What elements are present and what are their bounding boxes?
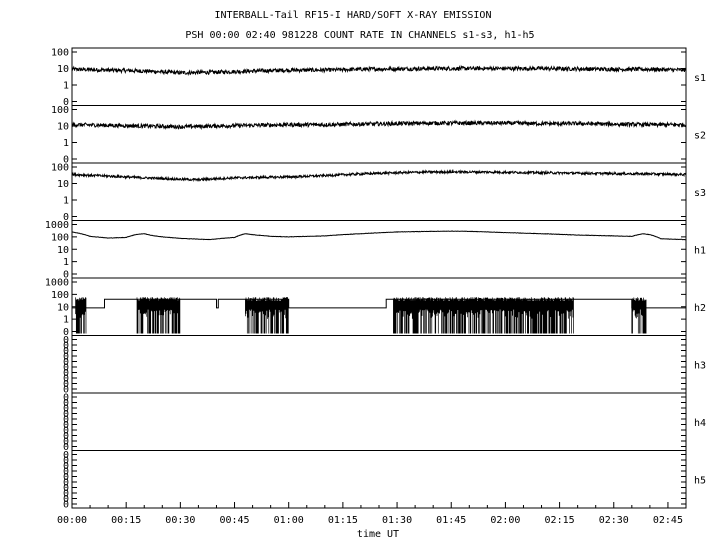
x-tick-label: 00:30 — [165, 515, 195, 526]
x-tick-label: 01:45 — [436, 515, 466, 526]
y-tick-label: 0 — [63, 415, 69, 426]
x-tick-label: 02:15 — [545, 515, 575, 526]
panel-frame — [71, 162, 687, 221]
y-tick-label: 0 — [63, 97, 69, 108]
series-line-h1 — [71, 230, 686, 241]
panel-frame — [71, 392, 687, 451]
y-tick-label: 1 — [63, 315, 69, 326]
x-tick-label: 01:00 — [274, 515, 304, 526]
y-tick-label: 1 — [63, 196, 69, 207]
y-tick-label: 0 — [63, 489, 69, 500]
y-tick-label: 0 — [63, 327, 69, 338]
channel-label-h1: h1 — [694, 245, 706, 256]
y-tick-label: 0 — [63, 212, 69, 223]
y-tick-label: 0 — [63, 494, 69, 505]
y-tick-label: 10 — [57, 122, 69, 133]
y-tick-label: 10 — [57, 245, 69, 256]
series-line-s3 — [71, 168, 687, 183]
channel-label-h3: h3 — [694, 360, 706, 371]
y-tick-label: 100 — [51, 48, 69, 59]
x-tick-label: 01:30 — [382, 515, 412, 526]
y-tick-label: 0 — [63, 450, 69, 461]
y-tick-label: 0 — [63, 461, 69, 472]
y-tick-label: 0 — [63, 472, 69, 483]
y-tick-label: 0 — [63, 500, 69, 511]
x-axis: 00:00 00:15 00:30 00:45 01:00 01:15 01:30 01:45… — [57, 502, 687, 526]
y-tick-label: 0 — [63, 483, 69, 494]
y-tick-label: 0 — [63, 155, 69, 166]
y-tick-label: 10 — [57, 64, 69, 75]
y-tick-label: 0 — [63, 346, 69, 357]
y-tick-label: 0 — [63, 352, 69, 363]
channel-label-h5: h5 — [694, 475, 706, 486]
x-tick-label: 01:15 — [328, 515, 358, 526]
y-tick-label: 0 — [63, 363, 69, 374]
y-tick-label: 1000 — [45, 278, 69, 289]
channel-label-h4: h4 — [694, 418, 706, 429]
chart-subtitle: PSH 00:00 02:40 981228 COUNT RATE IN CHA… — [185, 30, 534, 41]
channel-label-h2: h2 — [694, 303, 706, 314]
x-tick-label: 00:15 — [111, 515, 141, 526]
x-tick-label: 02:00 — [490, 515, 520, 526]
y-tick-label: 0 — [63, 368, 69, 379]
y-tick-label: 0 — [63, 385, 69, 396]
x-tick-label: 02:45 — [653, 515, 683, 526]
y-tick-label: 0 — [63, 456, 69, 467]
series-bursts-h2 — [75, 297, 647, 334]
y-tick-label: 100 — [51, 163, 69, 174]
y-tick-label: 1000 — [45, 220, 69, 231]
chart-title: INTERBALL-Tail RF15-I HARD/SOFT X-RAY EM… — [215, 10, 492, 21]
panel-frame — [71, 105, 687, 164]
y-tick-label: 1 — [63, 138, 69, 149]
y-tick-label: 10 — [57, 302, 69, 313]
channel-label-s1: s1 — [694, 73, 706, 84]
y-tick-label: 0 — [63, 398, 69, 409]
x-tick-label: 00:45 — [219, 515, 249, 526]
series-line-s1 — [71, 64, 687, 77]
y-tick-label: 0 — [63, 379, 69, 390]
y-tick-label: 0 — [63, 426, 69, 437]
y-tick-label: 0 — [63, 478, 69, 489]
series-line-s2 — [71, 119, 687, 131]
y-tick-label: 0 — [63, 335, 69, 346]
y-tick-label: 100 — [51, 290, 69, 301]
chart-panels: 1001010s11001010s21001010s310001001010h1… — [45, 47, 706, 511]
channel-label-s2: s2 — [694, 130, 706, 141]
panel-frame — [71, 335, 687, 394]
x-axis-label: time UT — [357, 529, 399, 540]
y-tick-label: 1 — [63, 257, 69, 268]
y-tick-label: 0 — [63, 357, 69, 368]
y-tick-label: 0 — [63, 437, 69, 448]
y-tick-label: 0 — [63, 341, 69, 352]
y-tick-label: 100 — [51, 232, 69, 243]
y-tick-label: 0 — [63, 431, 69, 442]
channel-label-s3: s3 — [694, 188, 706, 199]
y-tick-label: 10 — [57, 179, 69, 190]
y-tick-label: 0 — [63, 270, 69, 281]
panel-frame — [71, 450, 687, 509]
y-tick-label: 1 — [63, 81, 69, 92]
y-tick-label: 0 — [63, 420, 69, 431]
panel-frame — [71, 47, 687, 106]
y-tick-label: 100 — [51, 105, 69, 116]
y-tick-label: 0 — [63, 393, 69, 404]
y-tick-label: 0 — [63, 374, 69, 385]
y-tick-label: 0 — [63, 404, 69, 415]
y-tick-label: 0 — [63, 442, 69, 453]
panel-frame — [71, 220, 687, 279]
x-tick-label: 02:30 — [599, 515, 629, 526]
y-tick-label: 0 — [63, 409, 69, 420]
x-tick-label: 00:00 — [57, 515, 87, 526]
y-tick-label: 0 — [63, 467, 69, 478]
